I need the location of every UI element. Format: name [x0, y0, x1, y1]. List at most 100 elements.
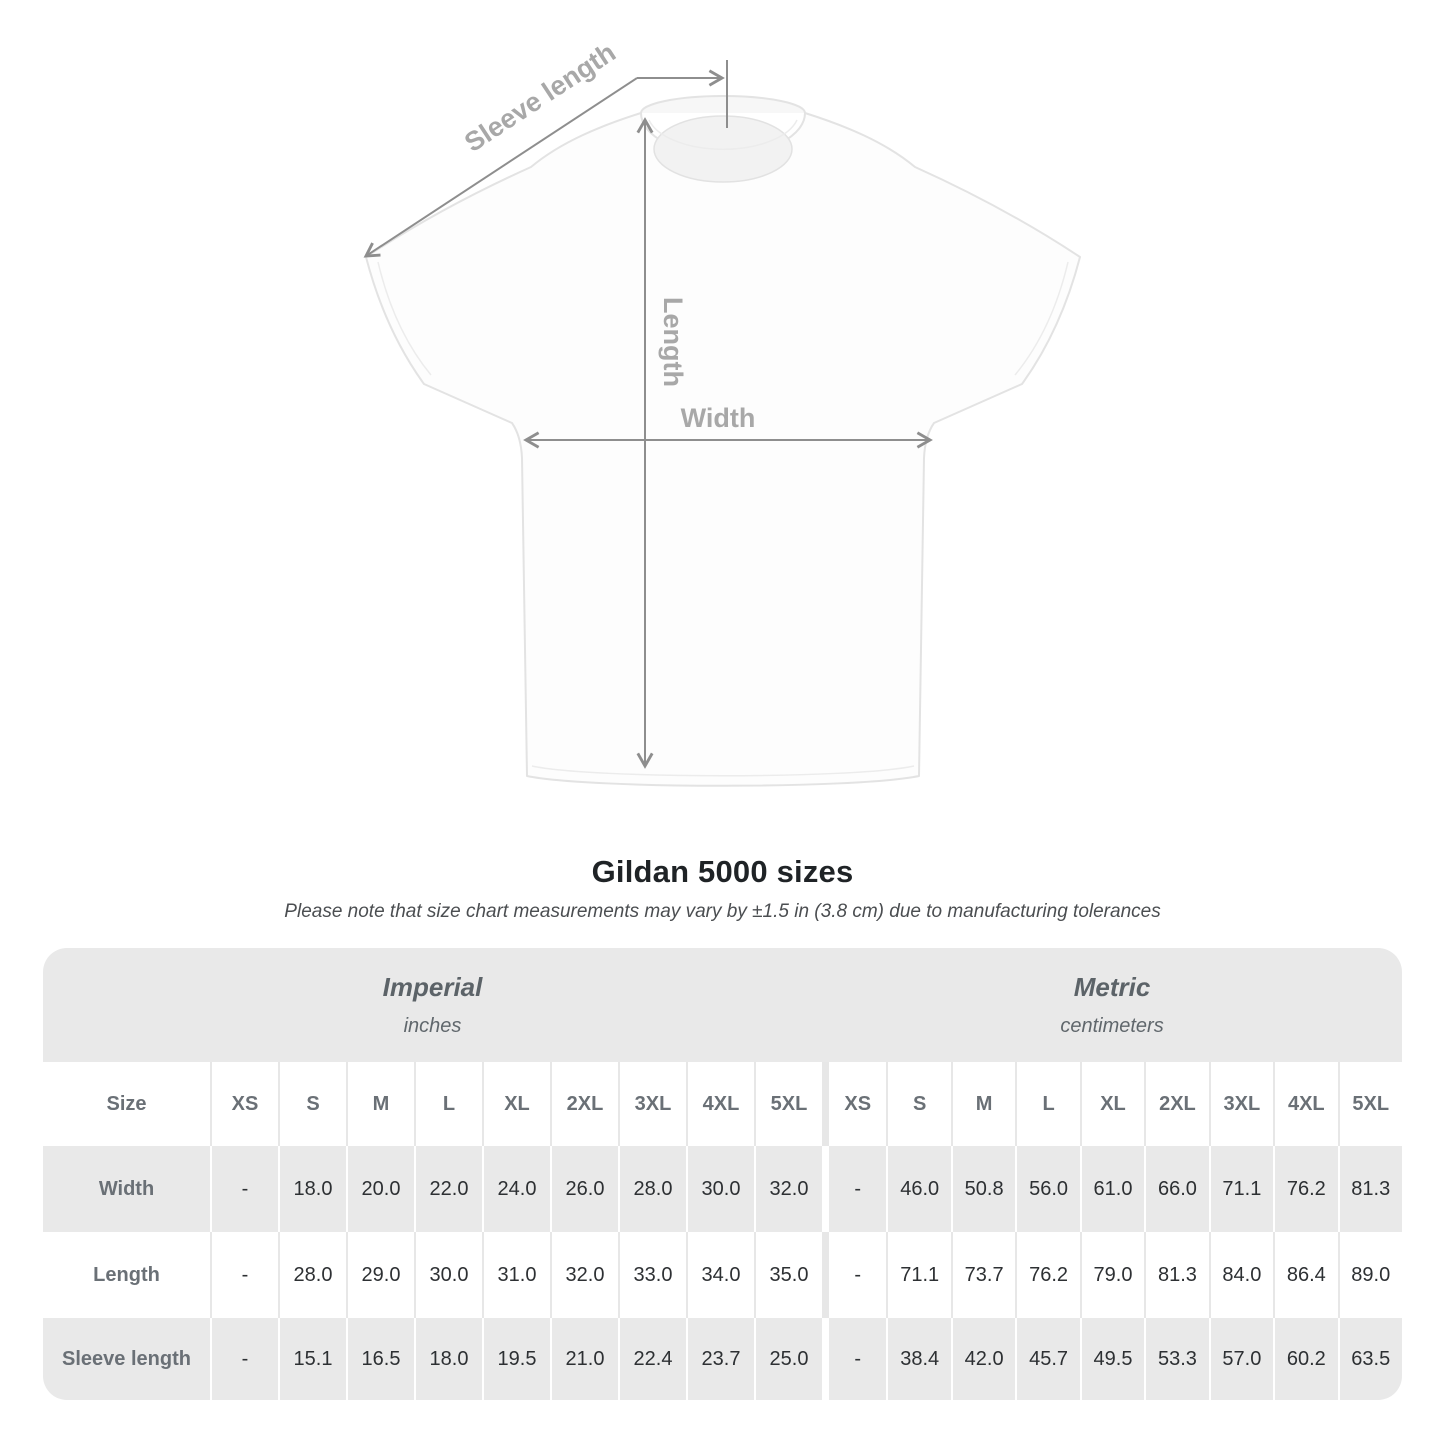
value-cell: -: [822, 1232, 887, 1318]
size-header-cell: XS: [210, 1062, 278, 1146]
value-cell: 71.1: [886, 1232, 951, 1318]
value-cell: 76.2: [1273, 1146, 1338, 1232]
value-cell: 50.8: [950, 1146, 1016, 1232]
hem-seam: [531, 765, 915, 777]
size-header-cell: 4XL: [686, 1062, 754, 1146]
value-cell: 34.0: [686, 1232, 754, 1318]
value-cell: -: [210, 1318, 278, 1400]
value-cell: 35.0: [754, 1232, 823, 1318]
value-cell: 42.0: [950, 1318, 1016, 1400]
value-cell: 20.0: [346, 1146, 414, 1232]
value-cell: 32.0: [754, 1146, 823, 1232]
value-cell: 63.5: [1337, 1318, 1402, 1400]
value-cell: 22.0: [414, 1146, 482, 1232]
value-cell: 84.0: [1208, 1232, 1274, 1318]
value-cell: 28.0: [618, 1146, 686, 1232]
size-header-cell: M: [950, 1062, 1016, 1146]
width-label: Width: [681, 403, 756, 433]
value-cell: 19.5: [482, 1318, 550, 1400]
size-header-cell: M: [346, 1062, 414, 1146]
size-chart-card: Imperial inches Metric centimeters Size XS S M L…: [43, 948, 1402, 1400]
value-cell: 25.0: [754, 1318, 823, 1400]
metric-group-header: Metric centimeters: [822, 948, 1402, 1062]
value-cell: 53.3: [1144, 1318, 1209, 1400]
value-cell: 33.0: [618, 1232, 686, 1318]
row-label: Length: [43, 1232, 210, 1318]
size-header-cell: S: [886, 1062, 951, 1146]
value-cell: 60.2: [1273, 1318, 1338, 1400]
value-cell: 71.1: [1208, 1146, 1274, 1232]
left-cuff-seam: [377, 261, 432, 376]
value-cell: 66.0: [1144, 1146, 1209, 1232]
size-header-cell: 3XL: [618, 1062, 686, 1146]
tshirt-graphic: [365, 95, 1081, 787]
value-cell: 38.4: [886, 1318, 951, 1400]
value-cell: 26.0: [550, 1146, 618, 1232]
size-header-cell: 4XL: [1273, 1062, 1338, 1146]
value-cell: 16.5: [346, 1318, 414, 1400]
value-cell: -: [210, 1232, 278, 1318]
value-cell: -: [210, 1146, 278, 1232]
value-cell: 79.0: [1079, 1232, 1145, 1318]
value-cell: 81.3: [1337, 1146, 1402, 1232]
value-cell: 32.0: [550, 1232, 618, 1318]
size-header-cell: 5XL: [754, 1062, 823, 1146]
value-cell: 56.0: [1015, 1146, 1080, 1232]
value-cell: 24.0: [482, 1146, 550, 1232]
imperial-group-header-unit: inches: [403, 1015, 462, 1037]
size-header-cell: XL: [1079, 1062, 1145, 1146]
value-cell: 57.0: [1208, 1318, 1274, 1400]
collar-back: [640, 95, 806, 114]
value-cell: 30.0: [414, 1232, 482, 1318]
measurement-arrows: [363, 60, 933, 769]
value-cell: -: [822, 1318, 887, 1400]
value-cell: 22.4: [618, 1318, 686, 1400]
unit-group-row: Imperial inches Metric centimeters: [43, 948, 1402, 1062]
imperial-group-header-name: Imperial: [382, 972, 483, 1002]
page-title: Gildan 5000 sizes: [591, 854, 854, 889]
size-header-cell: L: [1015, 1062, 1080, 1146]
value-cell: 18.0: [414, 1318, 482, 1400]
tshirt-body: [365, 112, 1081, 787]
collar-seam: [648, 119, 798, 151]
value-cell: 76.2: [1015, 1232, 1080, 1318]
size-header-cell: XS: [822, 1062, 887, 1146]
value-cell: -: [822, 1146, 887, 1232]
size-chart-table: Imperial inches Metric centimeters Size XS S M L…: [43, 948, 1402, 1400]
imperial-group-header: Imperial inches: [43, 948, 823, 1062]
value-cell: 23.7: [686, 1318, 754, 1400]
value-cell: 86.4: [1273, 1232, 1338, 1318]
size-header-cell: 2XL: [1144, 1062, 1209, 1146]
value-cell: 73.7: [950, 1232, 1016, 1318]
length-label: Length: [658, 297, 688, 387]
value-cell: 49.5: [1079, 1318, 1145, 1400]
size-header-cell: L: [414, 1062, 482, 1146]
value-cell: 15.1: [278, 1318, 346, 1400]
value-cell: 46.0: [886, 1146, 951, 1232]
row-label: Width: [43, 1146, 210, 1232]
sleeve-length-arrow: [363, 77, 638, 258]
size-header-row: Size XS S M L XL 2XL 3XL 4XL 5XL XS S M L XL 2XL 3XL 4XL 5…: [43, 1062, 1402, 1146]
value-cell: 45.7: [1015, 1318, 1080, 1400]
value-cell: 81.3: [1144, 1232, 1209, 1318]
right-cuff-seam: [1014, 261, 1069, 376]
value-cell: 89.0: [1337, 1232, 1402, 1318]
size-header-cell: 3XL: [1208, 1062, 1274, 1146]
row-label: Sleeve length: [43, 1318, 210, 1400]
value-cell: 31.0: [482, 1232, 550, 1318]
tshirt-measurement-diagram: Sleeve length Length Width: [363, 37, 1081, 787]
size-header-cell: 5XL: [1337, 1062, 1402, 1146]
size-column-header: Size: [43, 1062, 210, 1146]
metric-group-header-name: Metric: [1073, 972, 1151, 1002]
table-row: Length -28.0 29.0 30.0 31.0 32.0 33.0 34.0 35.0-…: [43, 1232, 1402, 1318]
value-cell: 21.0: [550, 1318, 618, 1400]
tolerance-note: Please note that size chart measurements…: [284, 901, 1161, 922]
metric-group-header-unit: centimeters: [1060, 1015, 1164, 1037]
value-cell: 30.0: [686, 1146, 754, 1232]
value-cell: 18.0: [278, 1146, 346, 1232]
table-row: Width -18.0 20.0 22.0 24.0 26.0 28.0 30.0 32.0-4…: [43, 1146, 1402, 1232]
value-cell: 28.0: [278, 1232, 346, 1318]
size-header-cell: S: [278, 1062, 346, 1146]
size-header-cell: XL: [482, 1062, 550, 1146]
value-cell: 61.0: [1079, 1146, 1145, 1232]
